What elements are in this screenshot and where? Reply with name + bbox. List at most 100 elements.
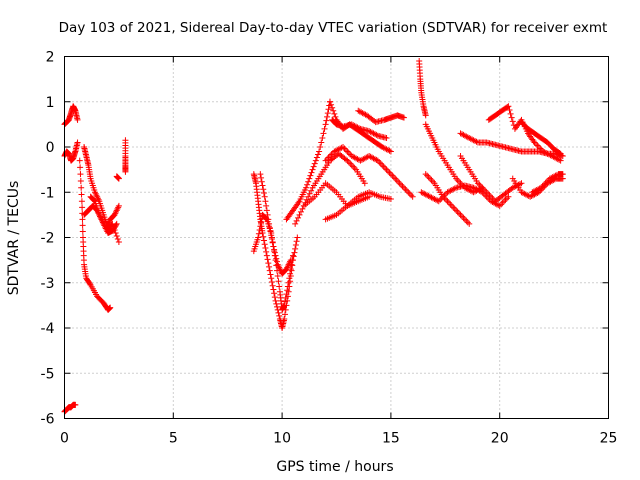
data-point (258, 178, 265, 185)
chart-title: Day 103 of 2021, Sidereal Day-to-day VTE… (59, 20, 608, 36)
data-point (290, 253, 297, 260)
data-point (287, 270, 294, 277)
data-trace (292, 150, 368, 227)
data-point (324, 110, 331, 117)
data-point (306, 175, 313, 182)
data-point (292, 245, 299, 252)
data-point (268, 232, 275, 239)
data-point (387, 148, 394, 155)
data-point (273, 300, 280, 307)
data-point (505, 103, 512, 110)
data-point (79, 228, 86, 235)
data-point (504, 104, 511, 111)
data-point (332, 113, 339, 120)
data-point (309, 166, 316, 173)
y-tick-label: -6 (41, 412, 55, 428)
data-point (409, 193, 416, 200)
data-trace (87, 193, 120, 236)
data-point (285, 279, 292, 286)
data-point (284, 283, 291, 290)
data-trace (61, 401, 79, 415)
data-point (329, 104, 336, 111)
data-point (268, 275, 275, 282)
data-point (361, 180, 368, 187)
data-point (266, 267, 273, 274)
data-point (265, 260, 272, 267)
data-point (265, 216, 272, 223)
data-point (263, 248, 270, 255)
data-point (400, 114, 407, 121)
data-point (325, 106, 332, 113)
data-point (266, 224, 273, 231)
data-point (387, 196, 394, 203)
data-point (321, 125, 328, 132)
data-point (299, 205, 306, 212)
data-point (383, 134, 390, 141)
y-tick-label: 2 (46, 50, 55, 66)
x-tick-label: 15 (382, 431, 400, 447)
data-point (263, 207, 270, 214)
data-point (557, 157, 564, 164)
data-point (320, 130, 327, 137)
data-point (293, 217, 300, 224)
data-trace (61, 103, 81, 128)
data-point (451, 185, 458, 192)
data-point (317, 144, 324, 150)
data-point (266, 220, 273, 227)
y-tick-label: -3 (41, 276, 55, 292)
data-point (259, 182, 266, 189)
x-tick-label: 5 (169, 431, 178, 447)
data-point (286, 275, 293, 282)
data-point (260, 190, 267, 197)
data-point (112, 222, 119, 229)
data-point (271, 294, 278, 301)
data-point (113, 220, 120, 227)
data-point (305, 193, 312, 200)
data-point (122, 168, 129, 175)
data-point (306, 190, 313, 197)
axis-ticks (64, 56, 609, 419)
data-point (74, 116, 81, 123)
data-point (315, 151, 322, 158)
data-point (72, 401, 79, 408)
data-point (112, 229, 119, 236)
y-tick-labels: -6 -5 -4 -3 -2 -1 0 1 2 (41, 50, 55, 428)
data-point (77, 171, 84, 178)
data-point (266, 263, 273, 270)
data-point (258, 174, 265, 181)
data-point (292, 220, 299, 227)
y-tick-label: -4 (41, 321, 55, 337)
data-point (262, 198, 269, 205)
data-trace (422, 171, 473, 227)
data-point (495, 202, 502, 209)
data-point (270, 243, 277, 250)
data-point (257, 223, 264, 230)
x-tick-label: 0 (60, 431, 69, 447)
data-point (355, 125, 362, 132)
data-point (294, 234, 301, 241)
data-point (258, 219, 265, 226)
data-point (272, 252, 279, 259)
data-point (313, 154, 320, 161)
data-point (281, 302, 288, 309)
x-tick-label: 25 (600, 431, 618, 447)
data-point (373, 131, 380, 138)
data-point (268, 236, 275, 243)
data-trace (416, 58, 429, 119)
data-point (76, 157, 83, 164)
data-point (506, 107, 513, 114)
data-point (322, 121, 329, 128)
data-point (282, 294, 289, 301)
x-tick-labels: 0 5 10 15 20 25 (60, 431, 617, 447)
data-trace (457, 130, 566, 160)
data-point (91, 197, 98, 204)
data-point (307, 172, 314, 179)
y-axis-label: SDTVAR / TECUs (6, 181, 22, 296)
data-point (107, 304, 114, 311)
data-point (312, 157, 319, 164)
data-point (297, 208, 304, 215)
data-point (518, 180, 525, 187)
data-trace (122, 137, 129, 175)
